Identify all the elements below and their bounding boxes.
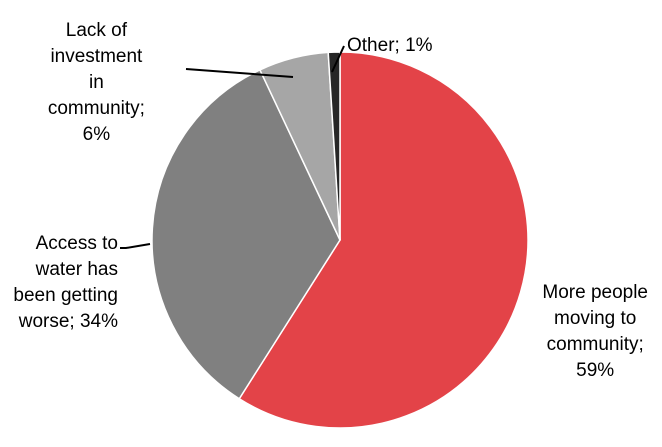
pie-slice-access-to-water xyxy=(151,69,341,400)
data-label-line: in xyxy=(89,72,104,93)
data-label-line: community; xyxy=(48,98,145,119)
data-label-line: Access to xyxy=(36,233,118,254)
data-label-line: investment xyxy=(50,46,143,67)
data-labels-layer: More people moving to community; 59% Access … xyxy=(13,20,648,381)
data-label-line: community; xyxy=(547,334,644,355)
data-label-lack-of-investment: Lack of investment in community; 6% xyxy=(48,20,145,145)
data-label-access-to-water: Access to water has been getting worse; 34% xyxy=(13,233,118,332)
data-label-line: 6% xyxy=(83,124,111,145)
data-label-line: been getting xyxy=(13,285,118,306)
data-label-line: worse; 34% xyxy=(18,311,118,332)
data-label-line: moving to xyxy=(554,308,636,329)
data-label-line: water has xyxy=(35,259,118,280)
data-label-line: Other; 1% xyxy=(347,35,433,56)
data-label-more-people: More people moving to community; 59% xyxy=(542,282,648,381)
data-label-line: 59% xyxy=(576,360,614,381)
data-label-other: Other; 1% xyxy=(347,35,433,56)
data-label-line: Lack of xyxy=(66,20,128,41)
leader-lines-layer xyxy=(120,45,345,249)
slices-layer xyxy=(151,51,529,429)
pie-slice-other xyxy=(327,51,341,241)
data-label-line: More people xyxy=(542,282,648,303)
leader-line-lack-of-investment xyxy=(185,68,294,78)
pie-slice-more-people xyxy=(238,51,529,429)
leader-line-other xyxy=(331,45,345,73)
leader-line-access-to-water xyxy=(120,243,151,249)
